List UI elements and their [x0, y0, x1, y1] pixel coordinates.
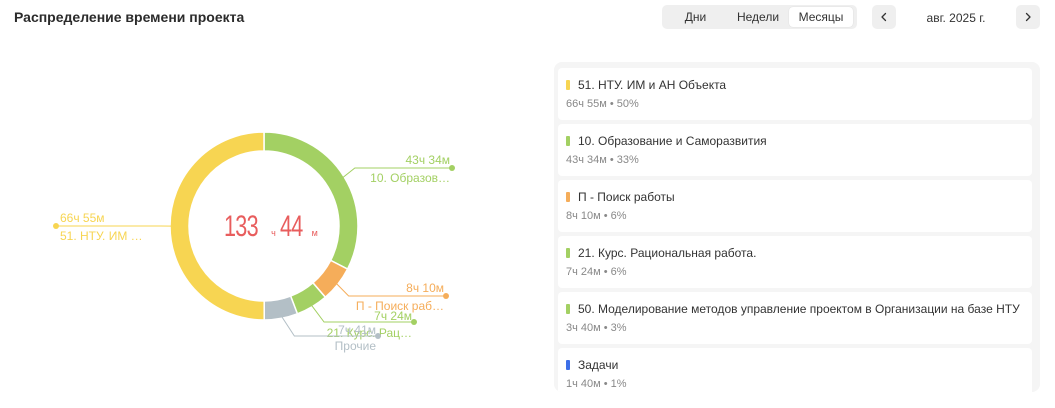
legend-item-meta: 43ч 34м • 33% — [566, 154, 639, 166]
slice-value-label: 43ч 34м — [405, 153, 450, 167]
legend-item-name: Задачи — [578, 358, 619, 372]
legend-item[interactable]: 10. Образование и Саморазвития 43ч 34м • … — [558, 124, 1032, 176]
total-hours: 133 — [224, 210, 259, 243]
slice-name-label: П - Поиск раб… — [356, 299, 444, 313]
slice-name-label: 51. НТУ. ИМ … — [60, 229, 143, 243]
chevron-left-icon — [881, 12, 887, 22]
legend-item-meta: 7ч 24м • 6% — [566, 266, 627, 278]
legend-item-name: 50. Моделирование методов управление про… — [578, 302, 1020, 316]
hours-unit: ч — [271, 228, 276, 238]
slice-name-label: 10. Образов… — [370, 171, 450, 185]
donut-slice — [263, 131, 359, 271]
tab-weeks[interactable]: Недели — [736, 10, 780, 24]
legend-color-marker — [566, 360, 570, 370]
donut-slice — [263, 295, 299, 321]
legend-item-meta: 66ч 55м • 50% — [566, 98, 639, 110]
slice-value-label: 8ч 10м — [406, 281, 444, 295]
minutes-unit: м — [311, 228, 318, 238]
next-period-button[interactable] — [1016, 5, 1040, 29]
leader-dot — [53, 223, 59, 229]
legend-color-marker — [566, 248, 570, 258]
legend-color-marker — [566, 136, 570, 146]
donut-slice — [169, 131, 265, 321]
legend-item[interactable]: П - Поиск работы 8ч 10м • 6% — [558, 180, 1032, 232]
total-time: 133 ч 44 м — [224, 210, 318, 244]
page-title: Распределение времени проекта — [14, 9, 245, 25]
leader-dot — [375, 333, 381, 339]
slice-name-label: Прочие — [335, 339, 377, 353]
leader-line — [309, 303, 414, 323]
legend-color-marker — [566, 304, 570, 314]
leader-line — [279, 314, 378, 337]
tab-days[interactable]: Дни — [684, 10, 707, 24]
legend-item-meta: 3ч 40м • 3% — [566, 322, 627, 334]
leader-dot — [449, 165, 455, 171]
legend-item-name: 10. Образование и Саморазвития — [578, 134, 767, 148]
legend-color-marker — [566, 192, 570, 202]
period-label: авг. 2025 г. — [926, 11, 986, 25]
donut-chart: 43ч 34м 10. Образов… 8ч 10м П - Поиск раб… 7… — [0, 40, 545, 408]
period-tabs: Дни Недели Месяцы — [662, 5, 857, 29]
leader-dot — [411, 319, 417, 325]
legend-panel[interactable]: 51. НТУ. ИМ и АН Объекта 66ч 55м • 50% 10.… — [554, 62, 1040, 392]
legend-list: 51. НТУ. ИМ и АН Объекта 66ч 55м • 50% 10.… — [558, 68, 1032, 392]
legend-color-marker — [566, 80, 570, 90]
slice-value-label: 7ч 41м — [338, 323, 376, 337]
legend-item[interactable]: 51. НТУ. ИМ и АН Объекта 66ч 55м • 50% — [558, 68, 1032, 120]
leader-dot — [443, 293, 449, 299]
legend-item[interactable]: 50. Моделирование методов управление про… — [558, 292, 1032, 344]
leader-line — [334, 281, 446, 297]
slice-value-label: 66ч 55м — [60, 211, 105, 225]
legend-item[interactable]: 21. Курс. Рациональная работа. 7ч 24м • 6… — [558, 236, 1032, 288]
legend-item-name: П - Поиск работы — [578, 190, 675, 204]
legend-item-meta: 1ч 40м • 1% — [566, 378, 627, 390]
prev-period-button[interactable] — [872, 5, 896, 29]
legend-item-meta: 8ч 10м • 6% — [566, 210, 627, 222]
tab-months[interactable]: Месяцы — [789, 7, 853, 27]
legend-item-name: 51. НТУ. ИМ и АН Объекта — [578, 78, 727, 92]
leader-line — [340, 167, 452, 180]
chevron-right-icon — [1025, 12, 1031, 22]
legend-item-name: 21. Курс. Рациональная работа. — [578, 246, 757, 260]
slice-value-label: 7ч 24м — [374, 309, 412, 323]
total-minutes: 44 — [280, 210, 303, 243]
legend-item[interactable]: Задачи 1ч 40м • 1% — [558, 348, 1032, 392]
